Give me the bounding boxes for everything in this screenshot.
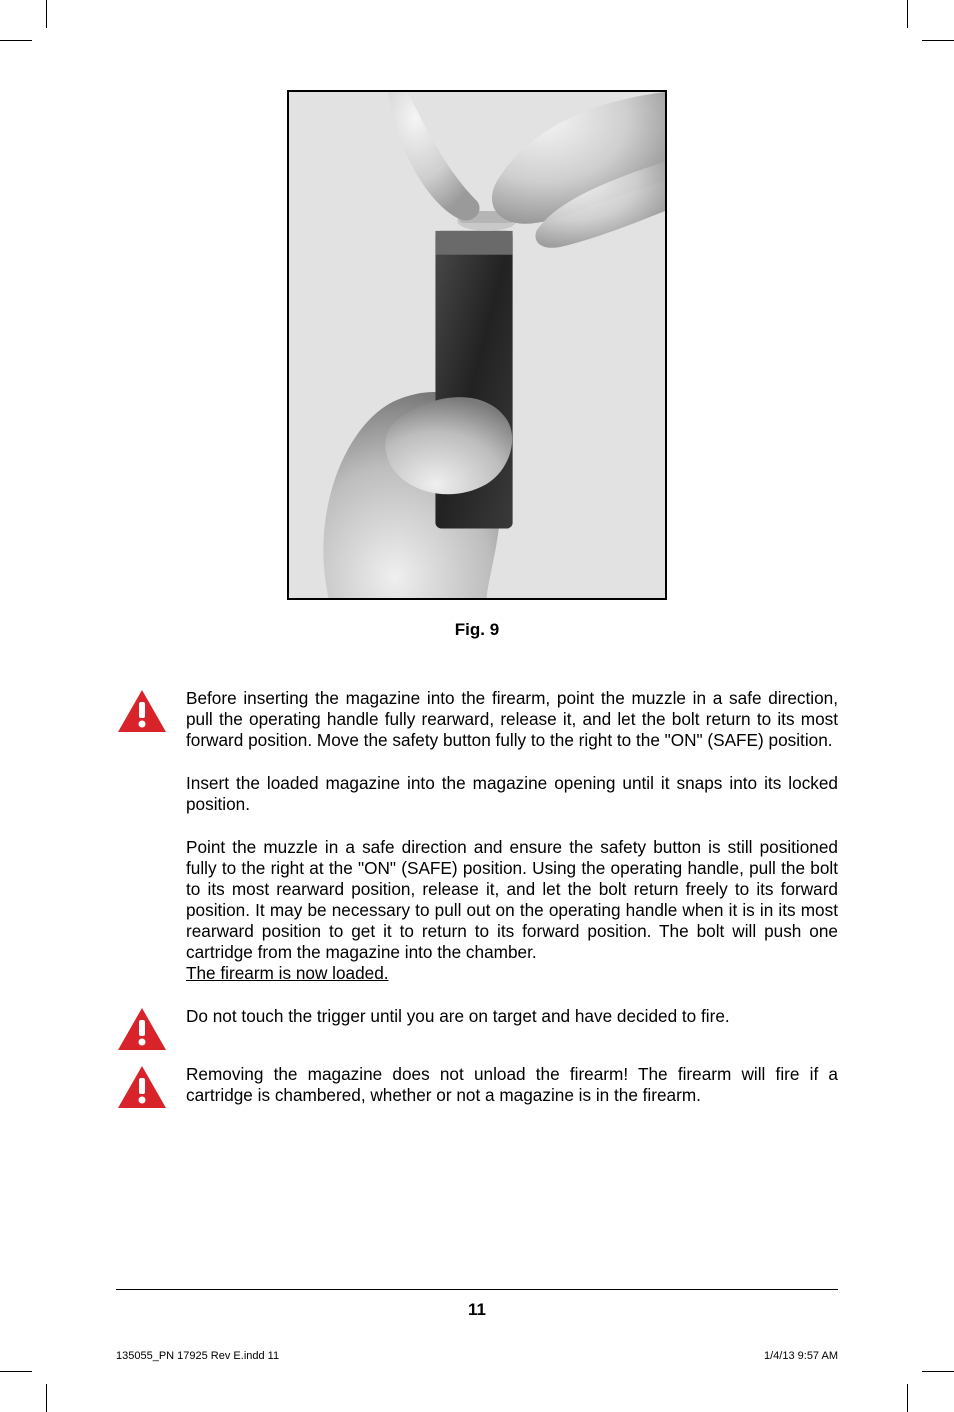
warning-icon <box>116 1064 168 1110</box>
page-content: Fig. 9 Before inserting the magazine int… <box>46 40 908 1372</box>
paragraph-3: Point the muzzle in a safe direction and… <box>186 837 838 984</box>
paragraph-5: Removing the magazine does not unload th… <box>186 1064 838 1106</box>
paragraph-3-body: Point the muzzle in a safe direction and… <box>186 837 838 962</box>
paragraph-1: Before inserting the magazine into the f… <box>186 688 838 751</box>
warning-icon <box>116 1006 168 1052</box>
paragraph-2: Insert the loaded magazine into the maga… <box>186 773 838 815</box>
figure-9-image <box>287 90 667 600</box>
figure-caption: Fig. 9 <box>116 620 838 640</box>
print-meta: 135055_PN 17925 Rev E.indd 11 1/4/13 9:5… <box>116 1350 838 1362</box>
warning-icon <box>116 688 168 734</box>
print-timestamp: 1/4/13 9:57 AM <box>764 1350 838 1362</box>
doc-id: 135055_PN 17925 Rev E.indd 11 <box>116 1350 279 1362</box>
page-footer: 11 <box>116 1289 838 1320</box>
page-number: 11 <box>468 1300 486 1319</box>
paragraph-3-underlined: The firearm is now loaded. <box>186 963 389 983</box>
paragraph-4: Do not touch the trigger until you are o… <box>186 1006 838 1027</box>
